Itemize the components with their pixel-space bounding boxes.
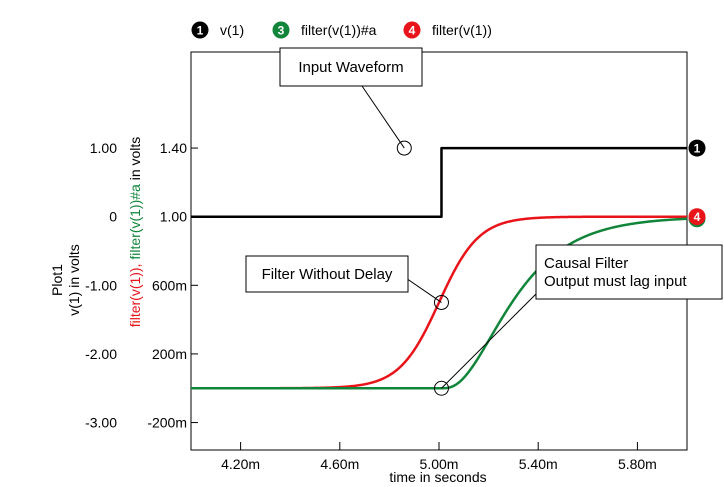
y-right-tick-label: 1.40 <box>160 140 187 156</box>
annotation-marker <box>433 294 449 310</box>
annotation-box <box>245 255 409 293</box>
series-line <box>190 146 688 218</box>
x-tick-label: 4.20m <box>221 456 260 472</box>
x-tick-label: 5.80m <box>618 456 657 472</box>
annotation-box <box>279 47 423 87</box>
y-right-tick-label: 1.00 <box>160 209 187 225</box>
y-left-title-line: Plot1 <box>49 264 65 296</box>
annotation-text: Causal Filter <box>544 255 628 272</box>
legend-badge <box>403 21 421 39</box>
legend-badge <box>272 21 290 39</box>
y-right-tick-label: 600m <box>152 277 187 293</box>
y-left-title-line: v(1) in volts <box>66 244 82 316</box>
x-axis-title: time in seconds <box>389 469 486 485</box>
y-right-title-part: filter(v(1))#a <box>127 184 143 260</box>
y-right-tick-label: 200m <box>152 346 187 362</box>
legend-badge-number: 3 <box>278 24 285 38</box>
annotation-box <box>535 244 723 300</box>
series-end-badge-number: 1 <box>694 142 701 156</box>
x-tick-label: 4.60m <box>320 456 359 472</box>
annotation-leader <box>361 85 405 149</box>
annotation-text: Filter Without Delay <box>262 266 393 283</box>
legend-badge-number: 4 <box>409 24 416 38</box>
y-left-tick-label: -3.00 <box>85 415 117 431</box>
series-line <box>190 215 688 390</box>
series-line <box>190 217 688 390</box>
legend-badge-number: 1 <box>197 24 204 38</box>
y-right-title-part: filter(v(1)), <box>127 260 143 328</box>
y-right-title-part: in volts <box>127 137 143 184</box>
annotation-marker <box>396 140 412 156</box>
legend-label: v(1) <box>220 22 244 38</box>
y-left-tick-label: -1.00 <box>85 277 117 293</box>
y-right-title: filter(v(1)), filter(v(1))#a in volts <box>127 137 143 328</box>
annotation-leader <box>441 289 541 389</box>
legend-badge <box>191 21 209 39</box>
x-tick-label: 5.40m <box>519 456 558 472</box>
y-left-tick-label: 0 <box>109 209 117 225</box>
y-right-tick-label: -200m <box>147 415 187 431</box>
legend-label: filter(v(1))#a <box>301 22 377 38</box>
series-end-badge <box>688 139 706 157</box>
y-left-tick-label: -2.00 <box>85 346 117 362</box>
x-tick-label: 5.00m <box>420 456 459 472</box>
annotation-text: Input Waveform <box>298 59 403 76</box>
annotation-marker <box>433 380 449 396</box>
series-end-badge <box>688 208 706 226</box>
legend-label: filter(v(1)) <box>432 22 492 38</box>
annotation-text: Output must lag input <box>544 273 687 290</box>
series-end-badge-number: 4 <box>694 210 701 224</box>
y-left-tick-label: 1.00 <box>90 140 117 156</box>
